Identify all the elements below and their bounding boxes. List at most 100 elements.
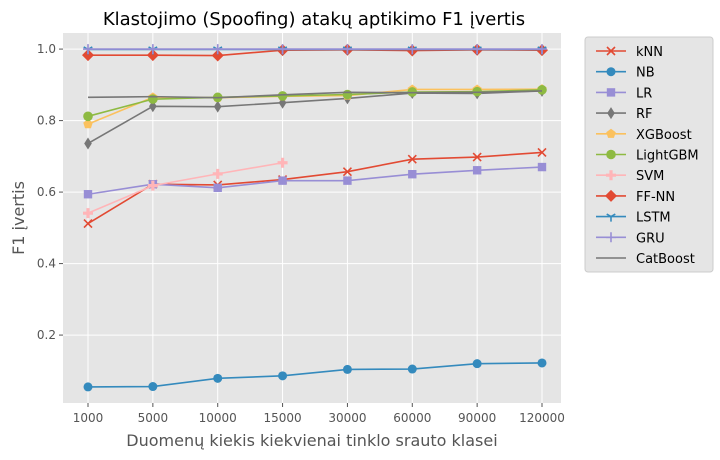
data-point [407,44,418,55]
legend-swatch-marker [605,189,617,202]
data-point [277,91,288,101]
data-point [342,167,352,177]
x-tick-label: 60000 [393,411,431,425]
legend-swatch-marker [606,170,616,181]
legend-swatch-marker [606,128,616,138]
legend-item: CatBoost [596,252,695,267]
data-point [148,382,158,392]
data-point [407,154,417,164]
data-point [84,137,92,150]
data-point [83,111,93,122]
data-point [537,162,547,172]
series-line [87,90,543,145]
x-tick-label: 120000 [519,411,565,425]
legend-item: LR [596,86,652,101]
data-point [212,44,223,55]
data-point [83,119,93,129]
series-layer [82,43,548,392]
data-point [83,208,93,219]
legend-item: LSTM [596,211,671,226]
data-point [472,152,482,162]
data-point [213,100,222,113]
legend-box [584,36,714,273]
series-nb [83,358,547,392]
x-axis-title: Duomenų kiekis kiekvienai tinklo srauto … [126,431,497,450]
y-tick-label: 0.6 [37,185,56,199]
legend-item: GRU [596,231,665,246]
data-point [537,358,547,368]
legend-item: kNN [596,45,663,60]
legend-swatch-marker [606,232,616,243]
x-tick-label: 30000 [328,411,366,425]
data-point [82,49,94,62]
y-tick-label: 0.4 [37,257,56,271]
axis-ticks: 1000 5000 10000 15000 30000 60000 90000 120000 0… [37,42,565,425]
data-point [537,85,547,95]
data-point [278,371,288,381]
data-point [536,44,547,55]
data-point [213,373,223,383]
legend-label: FF-NN [636,190,675,205]
legend-swatch-marker [606,46,616,56]
data-point [146,49,159,62]
legend-swatch-marker [606,88,616,97]
x-tick-label: 90000 [458,411,496,425]
plot-area [63,33,561,403]
data-point [472,166,482,175]
data-point [83,190,93,199]
legend-label: kNN [636,45,663,60]
legend-swatch-marker [606,213,616,222]
y-tick-label: 1.0 [37,42,56,56]
data-point [343,176,352,185]
legend-item: FF-NN [596,189,675,205]
y-tick-label: 0.2 [37,328,56,342]
legend-item: NB [596,66,655,81]
series-line [87,362,543,388]
legend-label: CatBoost [636,252,695,267]
data-point [212,168,223,179]
series-line [87,161,283,214]
legend-item: XGBoost [596,128,692,143]
y-tick-label: 0.8 [37,114,56,128]
x-tick-label: 10000 [199,411,237,425]
y-axis-title: F1 įvertis [9,181,28,255]
x-tick-label: 5000 [138,411,169,425]
legend-label: LSTM [636,211,671,226]
legend-swatch-marker [606,67,616,77]
data-point [342,44,353,55]
data-point [277,44,288,55]
legend-item: SVM [596,169,664,184]
chart-title: Klastojimo (Spoofing) atakų aptikimo F1 … [103,9,525,30]
data-point [342,364,352,374]
series-catboost [87,90,543,99]
legend: kNN NB LR RF XGBoost LightGBM SVM FF-NN LSTM GRU C… [584,36,714,273]
legend-label: LR [636,86,652,101]
data-point [342,89,353,100]
series-line [87,90,543,99]
x-tick-label: 15000 [263,411,301,425]
data-point [147,44,158,55]
data-point [277,157,288,168]
legend-item: LightGBM [596,149,699,164]
data-point [83,382,93,392]
legend-swatch-marker [607,107,615,120]
data-point [83,44,93,55]
legend-label: GRU [636,231,665,246]
x-tick-label: 1000 [73,411,104,425]
legend-label: XGBoost [636,128,692,143]
data-point [211,49,224,62]
data-point [83,218,93,229]
legend-item: RF [596,107,653,122]
data-point [472,359,482,369]
series-line [87,166,543,196]
data-point [213,183,222,192]
data-point [147,180,158,191]
data-point [472,44,483,55]
series-svm [83,157,288,219]
data-point [278,176,287,185]
series-gru [83,44,547,55]
legend-label: NB [636,66,655,81]
data-point [407,364,417,374]
data-point [148,94,158,104]
